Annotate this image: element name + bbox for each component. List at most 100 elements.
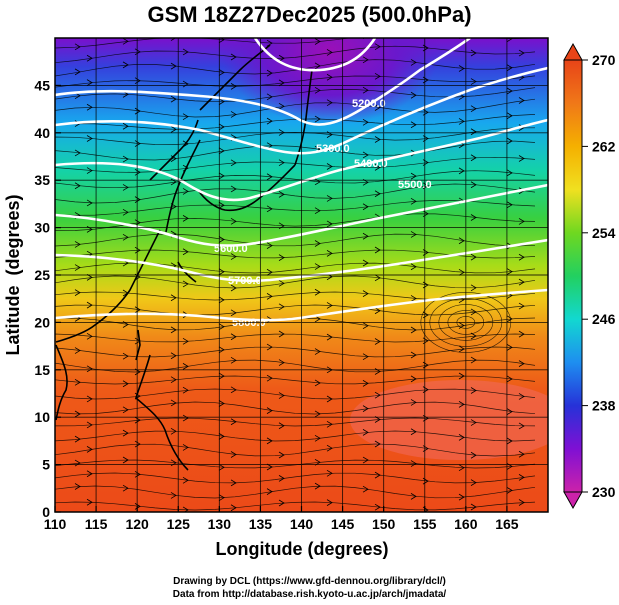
flow-arrow [506,375,513,383]
y-tick-label: 35 [34,172,50,188]
flow-arrow [170,62,177,70]
flow-arrow [218,372,225,380]
flow-arrow [410,493,417,500]
flow-arrow [518,499,525,506]
streamline [55,359,536,373]
flow-arrow [362,259,369,267]
flow-arrow [470,78,477,85]
contour-line [55,183,548,247]
flow-arrow [134,168,141,176]
streamline [55,183,536,204]
x-tick-label: 145 [331,516,355,532]
flow-arrow [266,437,273,445]
flow-arrow [86,199,93,207]
flow-arrow [122,352,129,360]
flow-arrow [266,93,273,101]
flow-arrow [122,380,129,388]
flow-arrow [86,301,93,309]
flow-arrow [410,121,417,129]
flow-arrow [518,360,525,367]
streamline [55,375,536,385]
flow-arrow [218,268,225,276]
contour-line [55,288,548,322]
flow-arrow [314,348,321,355]
flow-arrow [410,428,417,436]
flow-arrow [230,309,237,317]
flow-arrow [326,420,333,428]
y-tick-label: 20 [34,314,50,330]
colorbar-min-arrow [563,491,583,510]
flow-arrow [458,493,465,501]
x-tick-label: 160 [454,516,478,532]
flow-arrow [278,191,285,198]
flow-arrow [170,38,177,41]
streamline [55,200,536,216]
flow-arrow [458,118,465,125]
flow-arrow [278,279,285,287]
flow-arrow [218,147,225,155]
flow-arrow [122,484,129,492]
x-tick-label: 135 [249,516,273,532]
streamline [55,275,536,289]
flow-arrow [518,218,525,225]
flow-arrow [518,330,525,338]
contour-line [55,118,548,202]
flow-arrow [218,433,225,440]
flow-arrow [218,236,225,243]
lat-lon-grid [55,38,548,512]
flow-arrow [122,38,129,45]
flow-arrow [122,429,129,437]
flow-arrow [230,504,237,512]
flow-arrow [314,410,321,418]
flow-arrow [506,408,513,415]
x-tick-label: 140 [290,516,314,532]
flow-arrow [470,308,477,316]
flow-arrow [362,86,369,94]
flow-arrow [134,306,141,314]
flow-arrow [314,315,321,323]
flow-arrow [458,65,465,72]
flow-arrow [314,86,321,94]
streamline [55,140,536,161]
flow-arrow [458,237,465,245]
flow-arrow [170,326,177,334]
flow-arrow [230,356,237,364]
plot-area: 5200.0 5300.0 5400.0 5500.0 5600.0 5700.… [55,38,548,512]
flow-arrow [470,181,477,189]
flow-arrow [326,163,333,170]
flow-arrow [362,405,369,412]
flow-arrow [86,79,93,86]
flow-arrow [266,173,273,181]
flow-arrow [470,419,477,426]
flow-arrow [410,375,417,383]
flow-arrow [122,406,129,414]
streamline [55,472,536,484]
flow-arrow [362,456,369,464]
flow-arrow [278,422,285,430]
flow-arrow [74,483,81,490]
flow-arrow [86,135,93,142]
flow-arrow [170,399,177,407]
flow-arrow [182,414,189,422]
flow-arrow [326,395,333,403]
streamline [55,430,536,442]
x-tick-label: 165 [495,516,519,532]
flow-arrow [326,73,333,81]
flow-arrow [266,343,273,351]
flow-arrow [362,380,369,387]
x-axis: 110 115 120 125 130 135 140 145 150 155 160 165 [44,506,519,532]
flow-arrow [74,182,81,190]
flow-arrow [218,494,225,502]
flow-arrow [218,98,225,105]
flow-arrow [326,220,333,228]
contour-label: 5700.0 [228,275,262,287]
flow-arrow [362,203,369,211]
contour-line [55,238,548,283]
y-tick-label: 25 [34,267,50,283]
flow-arrow [374,391,381,399]
flow-arrow [182,444,189,451]
x-axis-label: Longitude (degrees) [215,539,388,559]
streamline [55,304,536,316]
flow-arrow [230,83,237,90]
